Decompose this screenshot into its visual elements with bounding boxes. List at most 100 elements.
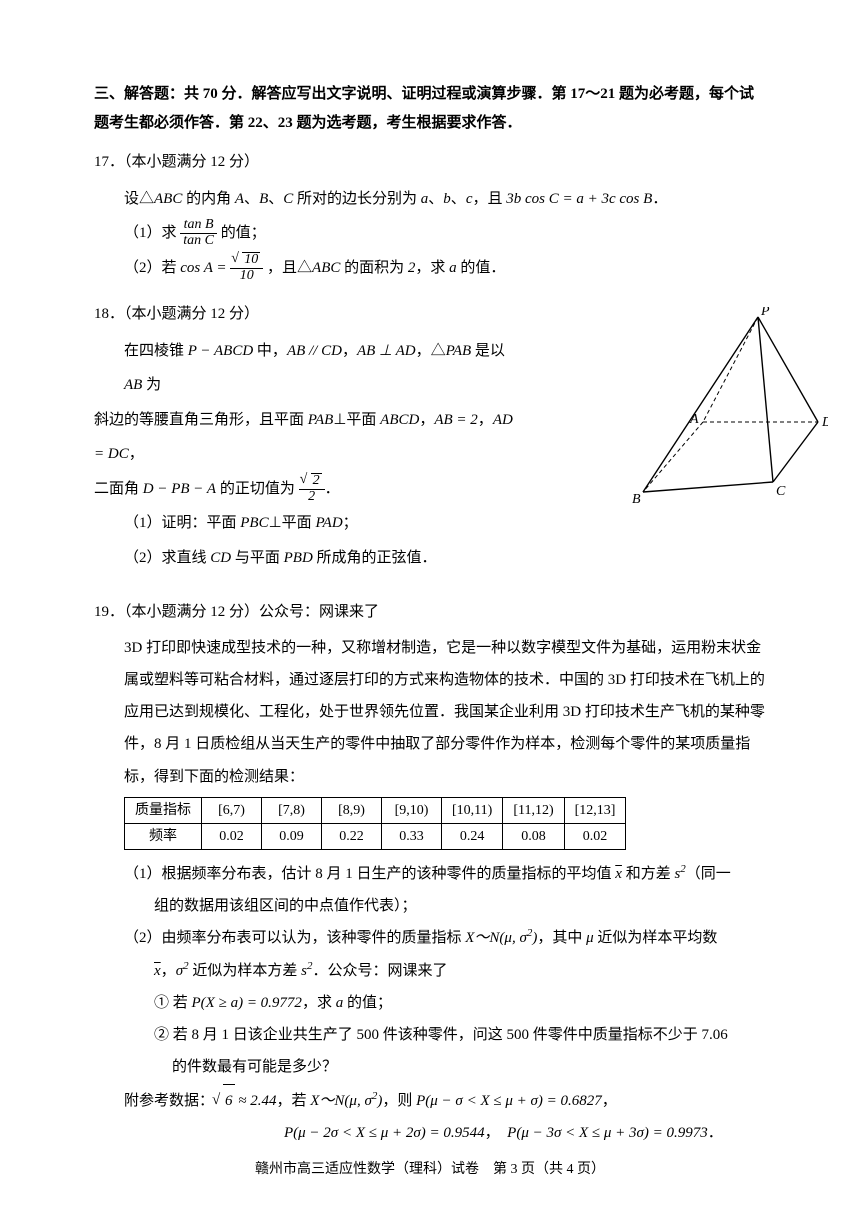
text: ．: [325, 481, 340, 497]
q19-part2: （2）由频率分布表可以认为，该种零件的质量指标 X～N(μ, σ2)，其中 μ …: [94, 922, 766, 954]
denominator: 2: [299, 490, 325, 505]
cosA: cos A =: [180, 260, 230, 276]
PAD: PAD: [315, 515, 342, 531]
text: ，且: [472, 191, 506, 207]
ABCD: AB // CD: [287, 343, 342, 359]
section-header: 三、解答题：共 70 分．解答应写出文字说明、证明过程或演算步骤．第 17～21…: [94, 80, 766, 137]
text: 设△: [124, 191, 154, 207]
text: （1）证明：平面: [124, 515, 240, 531]
q19-part2-2a: ② 若 8 月 1 日该企业共生产了 500 件该种零件，问这 500 件零件中…: [94, 1019, 766, 1051]
text: ，: [602, 1093, 617, 1109]
text: ⊥平面: [333, 412, 380, 428]
text: （1）求: [124, 225, 177, 241]
text: 附参考数据：: [124, 1093, 214, 1109]
text: （同一: [686, 866, 731, 882]
mu: μ: [586, 930, 594, 946]
b: b: [443, 191, 451, 207]
cell: [6,7): [202, 797, 262, 823]
q19-part1b: 组的数据用该组区间的中点值作代表）；: [94, 890, 766, 922]
text: 、: [244, 191, 259, 207]
cell: [12,13]: [564, 797, 626, 823]
fraction-tanB-tanC: tan B tan C: [180, 218, 217, 248]
text: 所成角的正弦值．: [313, 550, 437, 566]
PAB: PAB: [446, 343, 472, 359]
numerator: tan B: [180, 218, 217, 234]
angle: D − PB − A: [143, 481, 216, 497]
text: ，则: [382, 1093, 416, 1109]
text: ，: [485, 1125, 500, 1141]
text: 所对的边长分别为: [293, 191, 421, 207]
XN: X～N(μ, σ2): [465, 930, 537, 946]
cell: 0.08: [503, 823, 564, 849]
text: ⊥平面: [269, 515, 316, 531]
ABeq: AB = 2: [434, 412, 477, 428]
XN: X～N(μ, σ2): [310, 1093, 382, 1109]
cell: 0.09: [262, 823, 322, 849]
row-label: 质量指标: [125, 797, 202, 823]
cell: 0.02: [202, 823, 262, 849]
text: 的值．: [457, 260, 506, 276]
text: ．: [652, 191, 667, 207]
sigma2: σ2: [176, 963, 189, 979]
text: 、: [451, 191, 466, 207]
q19-part2b: x，σ2 近似为样本方差 s2．公众号：网课来了: [94, 955, 766, 987]
cell: [7,8): [262, 797, 322, 823]
text: ；: [343, 515, 358, 531]
table-row-header: 质量指标 [6,7) [7,8) [8,9) [9,10) [10,11) [1…: [125, 797, 626, 823]
xbar: x: [615, 866, 622, 882]
PBC: PBC: [240, 515, 268, 531]
row-label: 频率: [125, 823, 202, 849]
PBD: PBD: [284, 550, 313, 566]
AB: AB: [124, 377, 142, 393]
p1: P(μ − σ < X ≤ μ + σ) = 0.6827: [416, 1093, 602, 1109]
text: 、: [428, 191, 443, 207]
A: A: [235, 191, 244, 207]
text: 、: [268, 191, 283, 207]
text: 为: [142, 377, 161, 393]
PABCD: P − ABCD: [188, 343, 253, 359]
text: ，: [161, 963, 176, 979]
cell: [11,12): [503, 797, 564, 823]
label-C: C: [776, 484, 786, 499]
label-B: B: [632, 492, 641, 507]
text: （2）求直线: [124, 550, 210, 566]
text: 中，: [253, 343, 287, 359]
cell: 0.02: [564, 823, 626, 849]
text: 的内角: [182, 191, 235, 207]
PAB: PAB: [308, 412, 334, 428]
p3: P(μ − 3σ < X ≤ μ + 3σ) = 0.9973: [507, 1125, 708, 1141]
q17-part1: （1）求 tan B tan C 的值；: [94, 216, 766, 251]
xbar: x: [154, 963, 161, 979]
CD: CD: [210, 550, 231, 566]
problem-19: 19．（本小题满分 12 分）公众号：网课来了 3D 打印即快速成型技术的一种，…: [94, 601, 766, 1149]
text: 斜边的等腰直角三角形，且平面: [94, 412, 308, 428]
text: 的正切值为: [216, 481, 295, 497]
text: ，且△: [267, 260, 312, 276]
q17-part2: （2）若 cos A = 10 10 ，且△ABC 的面积为 2，求 a 的值．: [94, 251, 766, 286]
problem-17-head: 17．（本小题满分 12 分）: [94, 151, 766, 174]
cell: 0.24: [442, 823, 503, 849]
text: 近似为样本方差: [189, 963, 302, 979]
q19-part1: （1）根据频率分布表，估计 8 月 1 日生产的该种零件的质量指标的平均值 x …: [94, 858, 766, 890]
q19-reference: 附参考数据：6 ≈ 2.44，若 X～N(μ, σ2)，则 P(μ − σ < …: [94, 1084, 766, 1117]
q19-reference-2: P(μ − 2σ < X ≤ μ + 2σ) = 0.9544， P(μ − 3…: [94, 1117, 766, 1149]
text: ，△: [416, 343, 446, 359]
text: ，其中: [537, 930, 586, 946]
text: 与平面: [231, 550, 284, 566]
eq: 3b cos C = a + 3c cos B: [506, 191, 652, 207]
numerator: 10: [230, 252, 263, 269]
text: ，: [419, 412, 434, 428]
ABCD: ABCD: [380, 412, 419, 428]
text: ① 若: [154, 995, 192, 1011]
cell: [10,11): [442, 797, 503, 823]
label-A: A: [689, 412, 699, 427]
q18-part1: （1）证明：平面 PBC⊥平面 PAD；: [94, 506, 524, 541]
fraction-sqrt2-2: 2 2: [299, 473, 325, 504]
numerator: 2: [299, 473, 325, 490]
ABC: ABC: [312, 260, 340, 276]
q17-line1: 设△ABC 的内角 A、B、C 所对的边长分别为 a、b、c，且 3b cos …: [94, 182, 766, 217]
p2: P(μ − 2σ < X ≤ μ + 2σ) = 0.9544: [284, 1125, 485, 1141]
text: ，求: [302, 995, 336, 1011]
text: 的面积为: [340, 260, 408, 276]
problem-18: 18．（本小题满分 12 分） 在四棱锥 P − ABCD 中，AB // CD…: [94, 303, 766, 575]
